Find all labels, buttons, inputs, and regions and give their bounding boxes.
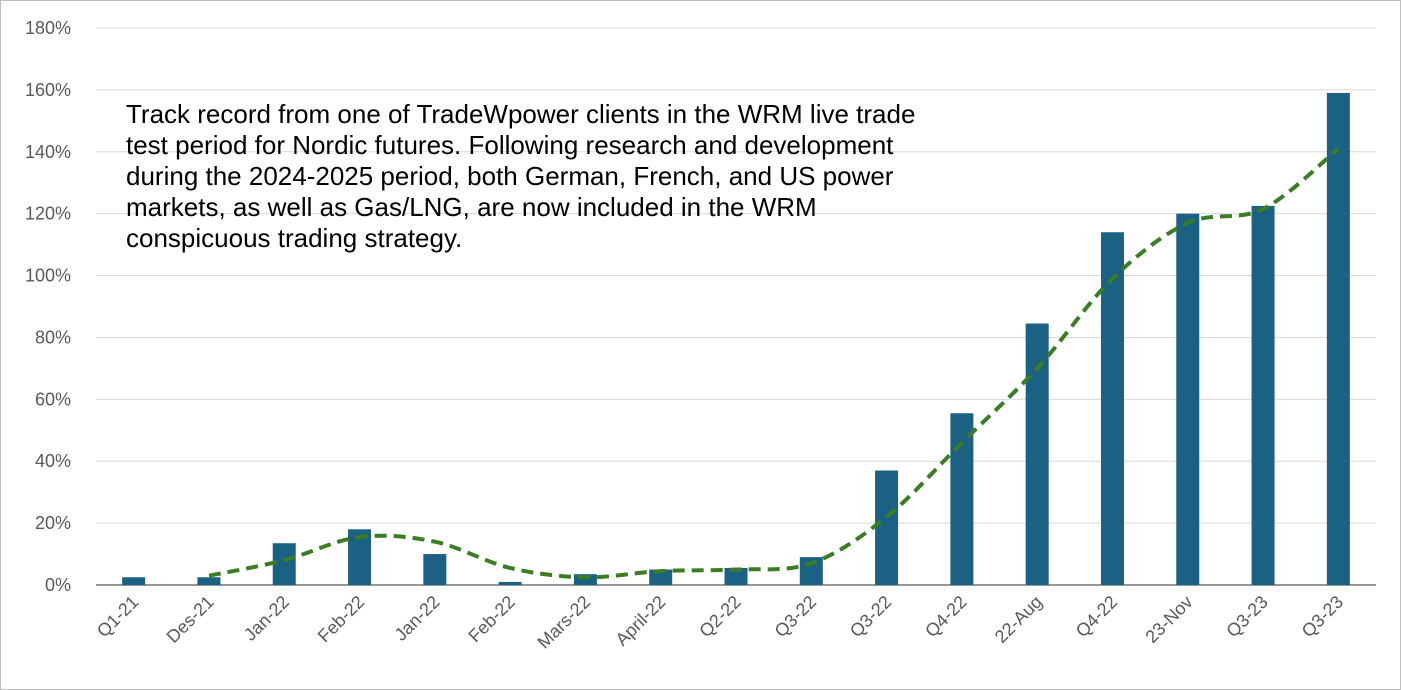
bar [950,413,974,585]
y-axis-ticks: 0% 20% 40% 60% 80% 100% 120% 140% 160% 180% [25,18,71,595]
bars [122,92,1350,586]
x-axis-ticks: Q1-21 Des-21 Jan-22 Feb-22 Jan-22 Feb-22 Mars-… [93,592,1347,653]
annotation-line: test period for Nordic futures. Followin… [126,130,894,160]
x-tick-label: Q2-22 [695,592,745,642]
bar [1176,213,1200,585]
y-tick-label: 80% [35,327,71,347]
annotation-line: conspicuous trading strategy. [126,223,462,253]
bar [423,554,447,585]
x-tick-label: 22-Aug [991,592,1046,647]
annotation-text: Track record from one of TradeWpower cli… [126,99,915,253]
annotation-line: markets, as well as Gas/LNG, are now inc… [126,192,817,222]
y-tick-label: 120% [25,204,71,224]
y-tick-label: 140% [25,142,71,162]
bar [1100,232,1124,585]
bar [122,577,146,585]
x-tick-label: Feb-22 [314,592,368,646]
y-tick-label: 160% [25,80,71,100]
annotation-line: during the 2024-2025 period, both German… [126,161,894,191]
bar [724,567,748,585]
y-tick-label: 180% [25,18,71,38]
bar [573,574,597,585]
x-tick-label: Des-21 [163,592,218,647]
bar [348,529,372,585]
y-tick-label: 60% [35,389,71,409]
x-tick-label: Q3-22 [771,592,821,642]
y-tick-label: 20% [35,513,71,533]
x-tick-label: Q3-22 [846,592,896,642]
x-tick-label: Feb-22 [464,592,518,646]
x-tick-label: Q3-23 [1222,592,1272,642]
gridlines [96,27,1376,586]
trendline-series [208,147,1340,580]
trendline [208,147,1340,580]
bar [197,577,221,585]
y-tick-label: 40% [35,451,71,471]
x-tick-label: 23-Nov [1141,592,1196,647]
x-tick-label: Q4-22 [1072,592,1122,642]
x-tick-label: Jan-22 [391,592,444,645]
bar [498,581,522,585]
bar [272,543,296,585]
annotation-line: Track record from one of TradeWpower cli… [126,99,915,129]
x-tick-label: April-22 [612,592,670,650]
x-tick-label: Mars-22 [533,592,594,653]
bar [1326,92,1350,585]
bar [1251,205,1275,586]
x-tick-label: Jan-22 [240,592,293,645]
y-tick-label: 0% [45,575,71,595]
y-tick-label: 100% [25,266,71,286]
x-tick-label: Q4-22 [921,592,971,642]
x-tick-label: Q3-23 [1298,592,1348,642]
bar [875,470,899,585]
bar [1025,323,1049,585]
x-tick-label: Q1-21 [93,592,143,642]
